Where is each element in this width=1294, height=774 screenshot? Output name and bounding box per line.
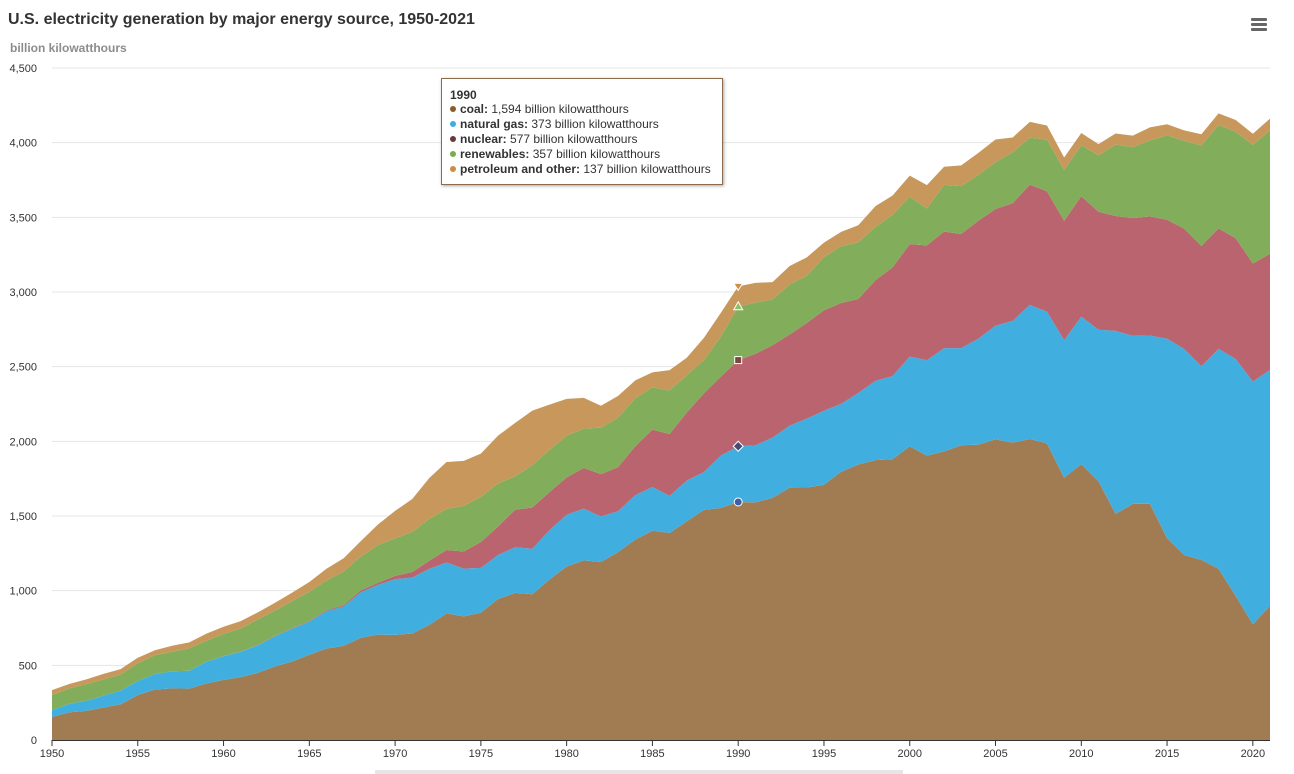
- x-tick-label: 1950: [40, 748, 64, 760]
- tooltip-series-value: 577 billion kilowatthours: [510, 132, 637, 146]
- x-tick-label: 2010: [1069, 748, 1093, 760]
- x-tick-label: 1970: [383, 748, 407, 760]
- x-tick-label: 1955: [126, 748, 150, 760]
- x-tick-label: 2005: [983, 748, 1007, 760]
- y-tick-label: 3,000: [9, 287, 37, 299]
- tooltip-row-petroleum: petroleum and other: 137 billion kilowat…: [450, 162, 711, 176]
- y-tick-label: 1,500: [9, 511, 37, 523]
- tooltip-series-value: 137 billion kilowatthours: [583, 162, 710, 176]
- renewables-dot-icon: [450, 151, 456, 157]
- tooltip-row-nuclear: nuclear: 577 billion kilowatthours: [450, 132, 637, 146]
- nuclear-marker: [735, 357, 742, 364]
- y-tick-label: 2,000: [9, 436, 37, 448]
- nuclear-dot-icon: [450, 136, 456, 142]
- tooltip-series-name: natural gas:: [460, 117, 528, 131]
- tooltip-series-name: coal:: [460, 102, 488, 116]
- x-tick-label: 2000: [898, 748, 922, 760]
- coal-dot-icon: [450, 106, 456, 112]
- tooltip-year: 1990: [450, 88, 477, 102]
- coal-marker: [734, 498, 742, 506]
- tooltip-row-natural-gas: natural gas: 373 billion kilowatthours: [450, 117, 659, 131]
- natural-gas-dot-icon: [450, 121, 456, 127]
- x-tick-label: 2015: [1155, 748, 1179, 760]
- petroleum-dot-icon: [450, 166, 456, 172]
- data-tooltip: 1990 coal: 1,594 billion kilowatthours n…: [441, 78, 723, 185]
- horizontal-scrollbar[interactable]: [375, 770, 903, 774]
- y-tick-label: 4,000: [9, 138, 37, 150]
- tooltip-series-value: 373 billion kilowatthours: [531, 117, 658, 131]
- tooltip-series-name: renewables:: [460, 147, 529, 161]
- y-tick-label: 4,500: [9, 63, 37, 75]
- x-tick-label: 1965: [297, 748, 321, 760]
- x-tick-label: 1995: [812, 748, 836, 760]
- y-tick-label: 3,500: [9, 212, 37, 224]
- x-tick-label: 1990: [726, 748, 750, 760]
- tooltip-row-coal: coal: 1,594 billion kilowatthours: [450, 102, 629, 116]
- x-tick-label: 1980: [554, 748, 578, 760]
- x-tick-label: 2020: [1241, 748, 1265, 760]
- tooltip-series-name: petroleum and other:: [460, 162, 580, 176]
- y-tick-label: 0: [31, 735, 37, 747]
- tooltip-series-value: 1,594 billion kilowatthours: [491, 102, 628, 116]
- x-tick-label: 1960: [211, 748, 235, 760]
- tooltip-series-name: nuclear:: [460, 132, 507, 146]
- y-tick-label: 2,500: [9, 362, 37, 374]
- y-tick-label: 1,000: [9, 586, 37, 598]
- tooltip-series-value: 357 billion kilowatthours: [533, 147, 660, 161]
- tooltip-row-renewables: renewables: 357 billion kilowatthours: [450, 147, 660, 161]
- x-tick-label: 1985: [640, 748, 664, 760]
- x-tick-label: 1975: [469, 748, 493, 760]
- y-tick-label: 500: [19, 660, 37, 672]
